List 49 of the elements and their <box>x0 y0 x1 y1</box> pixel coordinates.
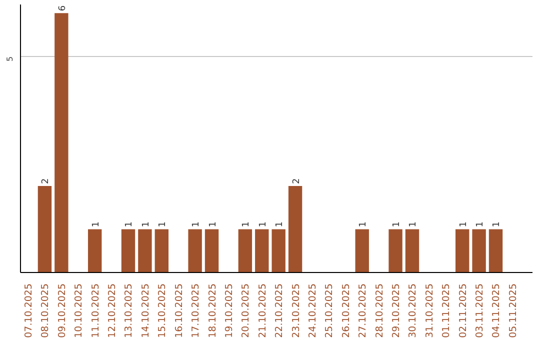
data-label: 1 <box>392 222 402 228</box>
data-label: 1 <box>458 222 469 228</box>
data-label: 1 <box>275 222 286 228</box>
x-tick-label: 21.10.2025 <box>257 283 268 338</box>
y-tick-label: 5 <box>6 56 14 62</box>
x-tick-label: 14.10.2025 <box>140 283 152 338</box>
x-tick-label: 17.10.2025 <box>190 283 202 338</box>
data-label: 1 <box>492 222 502 228</box>
x-tick-label: 13.10.2025 <box>124 283 135 338</box>
x-tick-label: 01.11.2025 <box>441 283 452 338</box>
x-tick-label: 05.11.2025 <box>508 283 519 338</box>
x-tick-label: 15.10.2025 <box>157 283 168 338</box>
data-label: 6 <box>58 5 68 12</box>
data-label: 1 <box>408 222 419 228</box>
data-label: 1 <box>158 222 168 228</box>
data-label: 2 <box>41 178 52 184</box>
x-tick-label: 31.10.2025 <box>424 283 436 338</box>
x-tick-label: 25.10.2025 <box>324 283 336 338</box>
x-tick-label: 03.11.2025 <box>474 283 486 338</box>
x-tick-label: 28.10.2025 <box>374 283 386 338</box>
x-tick-label: 18.10.2025 <box>207 283 218 338</box>
x-tick-label: 26.10.2025 <box>340 283 352 338</box>
x-tick-label: 20.10.2025 <box>240 283 252 338</box>
x-tick-label: 30.10.2025 <box>408 283 419 338</box>
data-label: 1 <box>192 222 202 228</box>
x-tick-label: 09.10.2025 <box>56 283 68 338</box>
x-tick-label: 29.10.2025 <box>391 283 402 338</box>
x-tick-label: 11.10.2025 <box>90 283 102 338</box>
x-tick-label: 24.10.2025 <box>308 283 318 338</box>
data-label: 1 <box>258 222 268 228</box>
x-tick-label: 23.10.2025 <box>290 283 302 338</box>
data-label: 1 <box>358 222 369 228</box>
data-label: 2 <box>292 178 302 184</box>
x-tick-label: 27.10.2025 <box>358 283 369 338</box>
x-tick-label: 12.10.2025 <box>107 283 118 338</box>
data-label: 1 <box>91 222 102 228</box>
x-tick-label: 02.11.2025 <box>458 283 469 338</box>
x-tick-label: 19.10.2025 <box>224 283 235 338</box>
x-tick-label: 10.10.2025 <box>74 283 85 338</box>
x-tick-label: 22.10.2025 <box>274 283 286 338</box>
x-tick-label: 04.11.2025 <box>491 283 502 338</box>
x-tick-label: 16.10.2025 <box>174 283 185 338</box>
x-tick-label: 07.10.2025 <box>24 283 35 338</box>
x-tick-label: 08.10.2025 <box>40 283 52 338</box>
data-label: 1 <box>476 222 486 228</box>
data-label: 1 <box>208 222 218 228</box>
data-label: 1 <box>141 222 152 228</box>
data-label: 1 <box>124 222 135 228</box>
data-label: 1 <box>242 222 252 228</box>
